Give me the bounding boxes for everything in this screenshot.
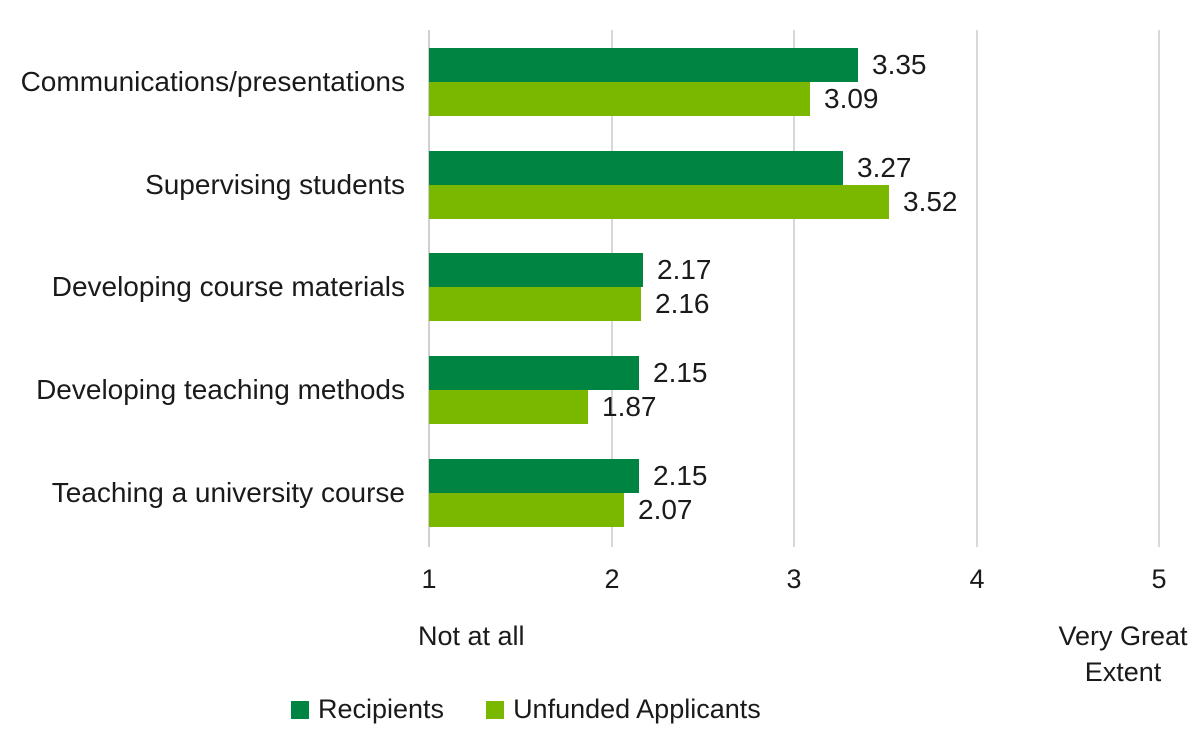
bar-series1-cat4 [429, 493, 624, 527]
legend-label-unfunded-applicants: Unfunded Applicants [513, 694, 761, 724]
recipients-swatch-icon [291, 700, 309, 719]
unfunded-applicants-swatch-icon [486, 700, 505, 719]
category-label: Communications/presentations [20, 66, 405, 97]
x-tick-label: 1 [421, 564, 437, 594]
gridline [1158, 30, 1160, 547]
axis-max-label: Very Great Extent [1058, 621, 1188, 687]
gridline [793, 30, 795, 547]
bar-value-label: 3.35 [872, 49, 927, 80]
bar-value-label: 3.52 [903, 186, 958, 217]
plot-area: 3.35 3.09 3.27 3.52 2.17 2.16 2.15 1.87 2.15 2.07 [428, 30, 1160, 547]
bar-value-label: 2.07 [638, 494, 693, 525]
legend-item-unfunded-applicants: Unfunded Applicants [486, 694, 761, 725]
bar-value-label: 3.27 [857, 152, 912, 183]
bar-value-label: 2.15 [653, 460, 708, 491]
bar-series0-cat0 [429, 48, 858, 82]
category-label: Developing course materials [51, 271, 405, 302]
bar-value-label: 2.16 [655, 288, 710, 319]
x-tick-label: 4 [969, 564, 985, 594]
bar-value-label: 2.17 [657, 254, 712, 285]
category-label: Supervising students [145, 169, 405, 200]
category-label: Teaching a university course [51, 477, 405, 508]
x-tick-label: 5 [1151, 564, 1167, 594]
x-tick-label: 2 [604, 564, 620, 594]
legend: Recipients Unfunded Applicants [291, 694, 761, 725]
bar-value-label: 1.87 [602, 391, 657, 422]
bar-value-label: 3.09 [824, 83, 879, 114]
bar-series0-cat1 [429, 151, 843, 185]
bar-series0-cat2 [429, 253, 643, 287]
x-tick-label: 3 [786, 564, 802, 594]
bar-series1-cat2 [429, 287, 641, 321]
bar-series0-cat3 [429, 356, 639, 390]
category-label: Developing teaching methods [36, 374, 405, 405]
legend-item-recipients: Recipients [291, 694, 444, 725]
bar-series1-cat0 [429, 82, 810, 116]
bar-series0-cat4 [429, 459, 639, 493]
bar-series1-cat3 [429, 390, 588, 424]
legend-label-recipients: Recipients [318, 694, 445, 724]
axis-min-label: Not at all [418, 621, 525, 651]
bar-series1-cat1 [429, 185, 889, 219]
gridline [976, 30, 978, 547]
bar-value-label: 2.15 [653, 357, 708, 388]
